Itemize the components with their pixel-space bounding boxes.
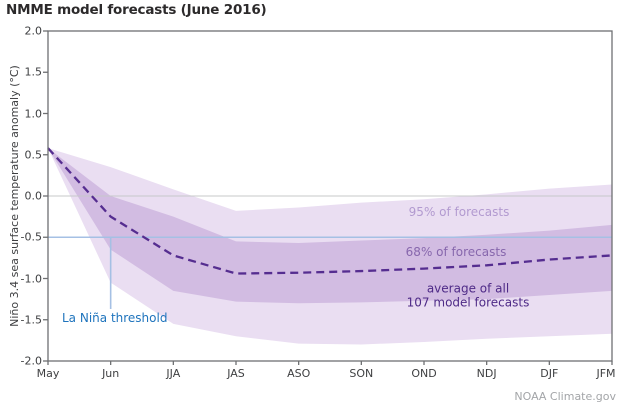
band-68-label: 68% of forecasts bbox=[405, 245, 507, 259]
y-tick-label: 0.0 bbox=[24, 189, 43, 203]
x-tick-label: ASO bbox=[287, 367, 311, 380]
average-line-label-line2: 107 model forecasts bbox=[406, 295, 530, 309]
la-nina-threshold-label: La Niña threshold bbox=[62, 311, 168, 325]
average-line-label: average of all 107 model forecasts bbox=[406, 281, 530, 310]
average-forecast-line bbox=[47, 147, 613, 275]
y-tick-label: 1.0 bbox=[24, 107, 43, 120]
y-tick-label: 1.5 bbox=[24, 65, 43, 79]
x-tick-label: DJF bbox=[540, 367, 559, 380]
confidence-band-band68 bbox=[48, 148, 612, 304]
y-tick-label: -2.0 bbox=[20, 354, 42, 368]
x-tick-label: NDJ bbox=[476, 367, 497, 380]
x-tick-label: Jun bbox=[102, 367, 120, 380]
y-tick-label: 2.0 bbox=[24, 24, 43, 38]
y-axis-tick-labels: 2.0 1.5 1.0 0.5 0.0 -0.5 -1.0 -1.5 -2.0 bbox=[0, 0, 42, 413]
average-line-label-line1: average of all bbox=[426, 281, 510, 296]
band-95-label: 95% of forecasts bbox=[408, 205, 510, 219]
x-tick-label: JJA bbox=[166, 367, 181, 380]
x-tick-label: OND bbox=[411, 367, 437, 380]
x-axis-tick-labels: May Jun JJA JAS ASO SON OND NDJ DJF JFM bbox=[0, 367, 620, 383]
y-tick-label: 0.5 bbox=[24, 148, 43, 162]
x-tick-label: May bbox=[36, 367, 60, 380]
y-tick-label: -1.5 bbox=[20, 313, 42, 327]
chart-title: NMME model forecasts (June 2016) bbox=[6, 2, 267, 18]
x-tick-label: JAS bbox=[227, 367, 245, 380]
x-tick-label: JFM bbox=[596, 367, 616, 380]
noaa-credit: NOAA Climate.gov bbox=[514, 390, 616, 403]
y-tick-label: -1.0 bbox=[20, 272, 42, 285]
y-tick-label: -0.5 bbox=[20, 230, 42, 244]
x-tick-label: SON bbox=[349, 367, 374, 380]
